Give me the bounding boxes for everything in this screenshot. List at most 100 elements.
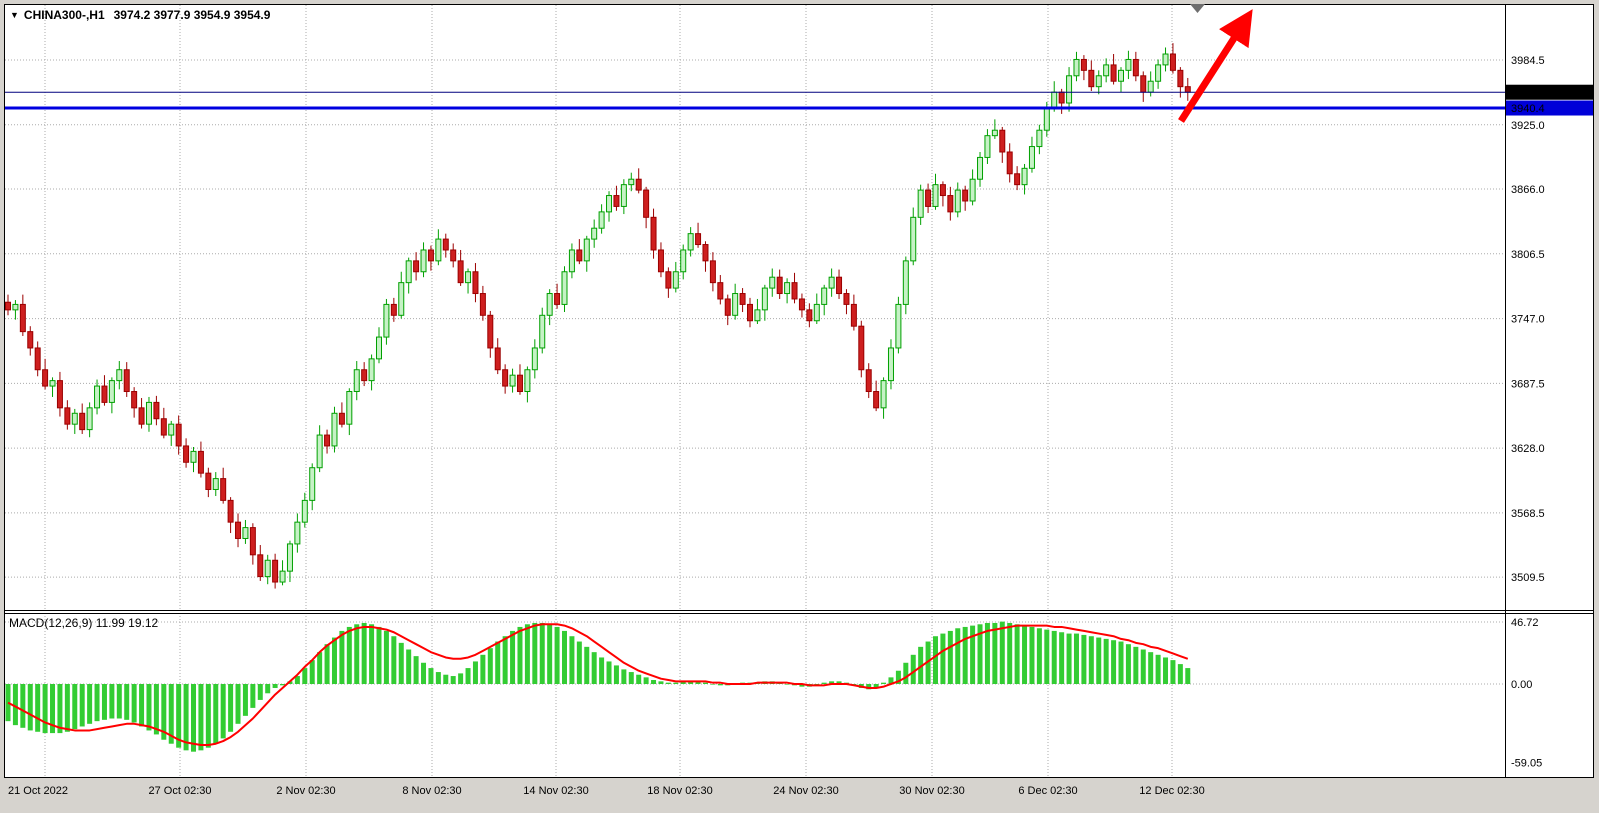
macd-bar xyxy=(168,684,174,744)
macd-bar xyxy=(599,657,605,684)
macd-bar xyxy=(984,622,990,684)
macd-bar xyxy=(925,641,931,684)
candle-down xyxy=(1132,58,1139,77)
candle-up xyxy=(761,287,768,311)
candle-up xyxy=(1073,58,1080,77)
candle-down xyxy=(717,282,724,300)
macd-bar xyxy=(1066,633,1072,684)
macd-bar xyxy=(910,654,916,684)
price-axis-label: 3628.0 xyxy=(1511,443,1545,455)
candle-up xyxy=(754,309,761,322)
candle-down xyxy=(643,189,650,218)
macd-bar xyxy=(1133,646,1139,684)
candle-up xyxy=(368,358,375,382)
candle-down xyxy=(650,216,657,251)
macd-bar xyxy=(977,624,983,684)
macd-bar xyxy=(309,660,315,684)
macd-bar xyxy=(1163,657,1169,684)
candle-down xyxy=(272,559,279,583)
candle-down xyxy=(502,369,509,387)
chart-title: ▼ CHINA300-,H1 3974.2 3977.9 3954.9 3954.9 xyxy=(10,8,270,22)
candle-down xyxy=(999,129,1006,153)
price-axis-label: 3984.5 xyxy=(1511,55,1545,67)
macd-bar xyxy=(1029,626,1035,684)
candle-down xyxy=(34,347,41,371)
candle-down xyxy=(413,260,420,273)
candle-up xyxy=(991,129,998,137)
macd-bar xyxy=(391,636,397,684)
candle-down xyxy=(338,412,345,425)
grid-layer xyxy=(5,5,1504,777)
candle-down xyxy=(197,450,204,474)
candle-up xyxy=(435,238,442,262)
candle-up xyxy=(1162,53,1169,66)
candle-down xyxy=(1080,58,1087,71)
macd-bar xyxy=(242,684,248,716)
time-axis-label: 27 Oct 02:30 xyxy=(149,785,212,797)
candle-down xyxy=(554,293,561,305)
candle-up xyxy=(465,271,472,284)
candle-up xyxy=(680,249,687,273)
macd-bar xyxy=(235,684,241,724)
candle-up xyxy=(1021,167,1028,186)
candle-down xyxy=(220,478,227,501)
macd-bar xyxy=(294,676,300,684)
macd-bar xyxy=(918,646,924,684)
candle-down xyxy=(1169,53,1176,71)
candle-down xyxy=(1014,173,1021,186)
macd-bar xyxy=(710,684,716,685)
macd-bar xyxy=(116,684,122,719)
candle-up xyxy=(583,238,590,262)
candle-down xyxy=(227,499,234,523)
symbol-dropdown-icon[interactable]: ▼ xyxy=(10,10,19,20)
macd-bar xyxy=(1125,644,1131,684)
candle-up xyxy=(561,271,568,305)
macd-bar xyxy=(1014,624,1020,684)
time-axis: 21 Oct 2022 27 Oct 02:30 2 Nov 02:30 8 Nov … xyxy=(8,785,1205,797)
candle-down xyxy=(865,369,872,393)
macd-bar xyxy=(265,684,271,694)
macd-bar xyxy=(317,652,323,684)
macd-bar xyxy=(198,684,204,751)
macd-bar xyxy=(606,661,612,684)
candle-down xyxy=(19,303,26,333)
macd-bar xyxy=(955,628,961,684)
macd-bar xyxy=(139,684,145,727)
macd-bar xyxy=(1022,625,1028,684)
macd-bar xyxy=(992,622,998,684)
macd-bar xyxy=(866,684,872,690)
candle-down xyxy=(702,244,709,262)
time-axis-label: 21 Oct 2022 xyxy=(8,785,68,797)
candle-down xyxy=(836,276,843,295)
candle-up xyxy=(94,385,101,409)
candle-down xyxy=(450,249,457,262)
candle-up xyxy=(294,521,301,545)
macd-bar xyxy=(87,684,93,724)
candle-down xyxy=(665,271,672,289)
candle-up xyxy=(620,184,627,207)
candle-up xyxy=(902,260,909,305)
candle-down xyxy=(457,260,464,284)
macd-bar xyxy=(12,684,18,726)
macd-bar xyxy=(487,648,493,684)
trend-arrow[interactable] xyxy=(1178,9,1253,123)
macd-bar xyxy=(1177,664,1183,684)
candle-down xyxy=(695,233,702,246)
macd-bar xyxy=(547,624,553,684)
macd-bar xyxy=(688,681,694,684)
candle-up xyxy=(1066,75,1073,104)
macd-bar xyxy=(213,684,219,744)
candle-up xyxy=(86,407,93,431)
scroll-to-end-marker-icon[interactable] xyxy=(1190,4,1205,13)
macd-bar xyxy=(443,674,449,684)
macd-bar xyxy=(680,681,686,684)
candle-up xyxy=(316,434,323,469)
macd-bar xyxy=(280,684,286,686)
candle-up xyxy=(279,570,286,583)
candle-up xyxy=(546,293,553,316)
macd-bar xyxy=(57,684,63,734)
macd-bar xyxy=(569,636,575,684)
macd-bar xyxy=(176,684,182,748)
macd-bar xyxy=(27,684,33,731)
